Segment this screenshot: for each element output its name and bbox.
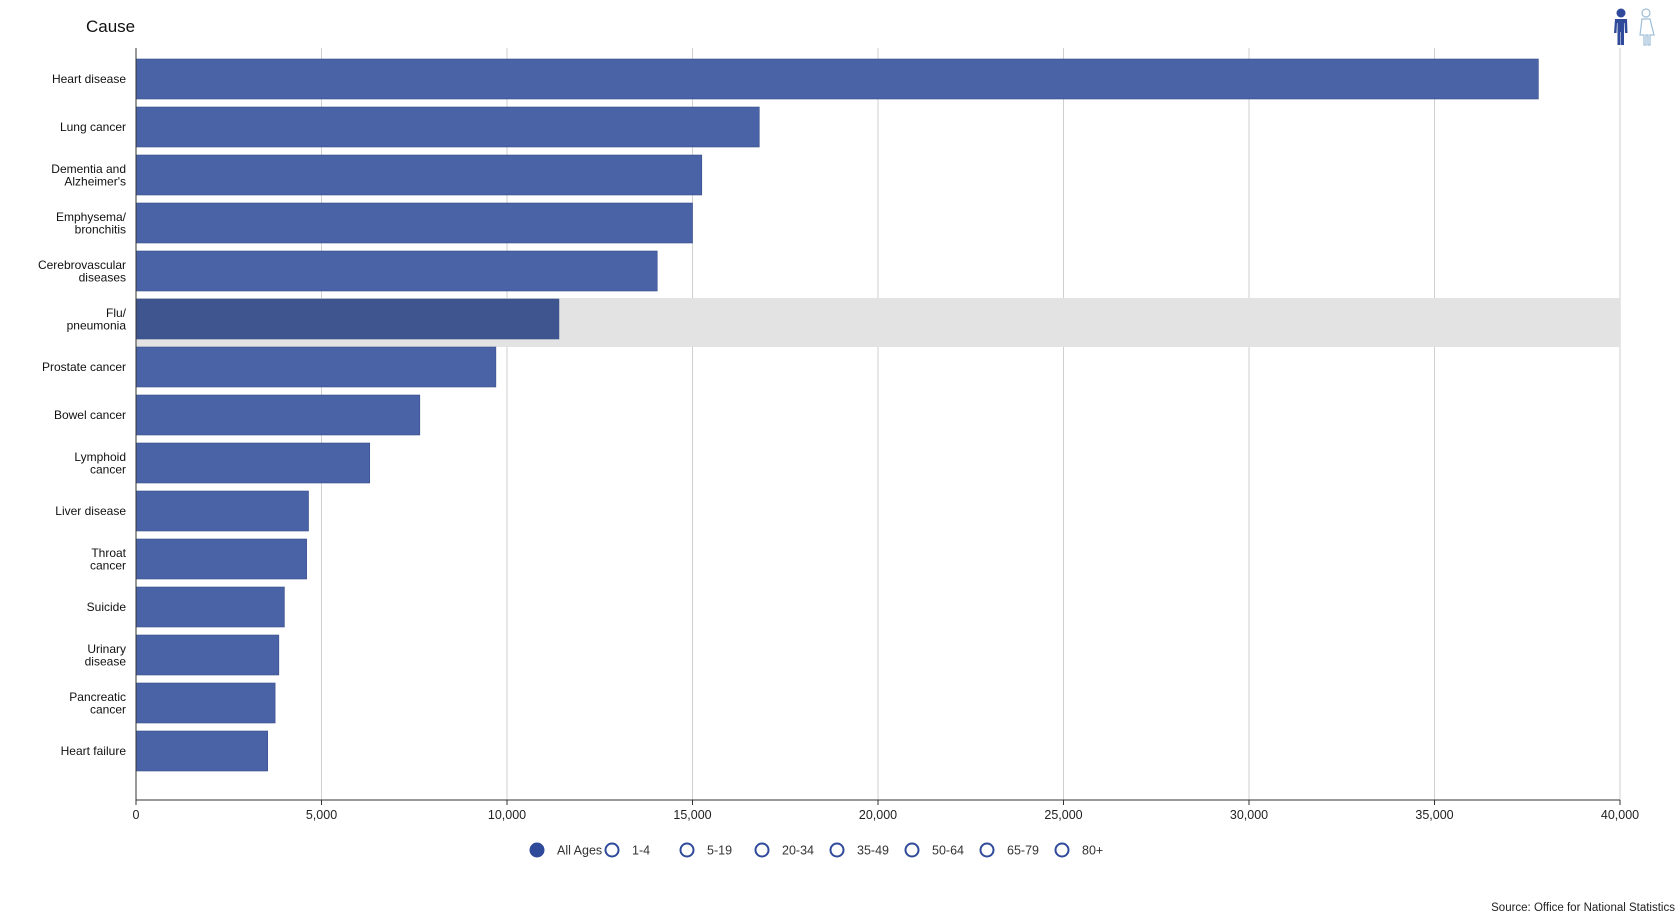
category-label: bronchitis [75, 222, 126, 236]
age-filter-option[interactable]: 5-19 [679, 842, 733, 858]
age-filter-label: 5-19 [707, 844, 732, 858]
age-filter-label: 20-34 [782, 844, 814, 858]
category-label: Lymphoid [74, 450, 126, 464]
age-filter-label: 65-79 [1007, 844, 1039, 858]
category-label: Alzheimer's [64, 174, 126, 188]
bar[interactable] [135, 298, 560, 340]
radio-empty-icon [979, 842, 995, 858]
radio-empty-icon [754, 842, 770, 858]
category-label: Cerebrovascular [38, 258, 126, 272]
bar[interactable] [135, 730, 269, 772]
x-tick-label: 40,000 [1601, 808, 1639, 822]
category-label: Dementia and [51, 162, 126, 176]
age-filter-label: All Ages [557, 844, 602, 858]
category-label: Liver disease [55, 504, 126, 518]
x-tick-label: 0 [133, 808, 140, 822]
bar[interactable] [135, 490, 309, 532]
age-filter-option[interactable]: 20-34 [754, 842, 815, 858]
female-filter-button[interactable] [1639, 8, 1655, 46]
category-label: Throat [91, 546, 126, 560]
bars [135, 58, 1539, 772]
x-tick-label: 10,000 [488, 808, 526, 822]
age-filter-option[interactable]: All Ages [529, 842, 603, 858]
radio-empty-icon [604, 842, 620, 858]
category-label: Heart failure [61, 744, 127, 758]
age-filter-label: 35-49 [857, 844, 889, 858]
x-axis: 0 5,000 10,000 15,000 20,000 25,000 30,000 35,0… [133, 48, 1639, 822]
bar[interactable] [135, 634, 280, 676]
category-label: Emphysema/ [56, 210, 127, 224]
bar[interactable] [135, 682, 276, 724]
radio-empty-icon [829, 842, 845, 858]
plot-area: Heart disease Lung cancer Dementia andAlzh… [38, 48, 1639, 822]
bar[interactable] [135, 394, 421, 436]
source-note: Source: Office for National Statistics [1491, 902, 1675, 914]
category-label: Heart disease [52, 72, 126, 86]
bar[interactable] [135, 346, 497, 388]
male-filter-button[interactable] [1614, 8, 1628, 46]
bar[interactable] [135, 106, 760, 148]
category-label: cancer [90, 702, 126, 716]
age-filter-option[interactable]: 80+ [1054, 842, 1104, 858]
category-label: Pancreatic [69, 690, 126, 704]
category-label: cancer [90, 558, 126, 572]
category-label: Prostate cancer [42, 360, 126, 374]
age-filter-label: 80+ [1082, 844, 1103, 858]
category-label: pneumonia [67, 318, 127, 332]
category-label: Flu/ [106, 306, 127, 320]
category-label: cancer [90, 462, 126, 476]
age-legend: All Ages 1-4 5-19 20-34 35-49 50-64 65-79 80+ [529, 842, 1104, 858]
category-labels: Heart disease Lung cancer Dementia andAlzh… [38, 72, 127, 758]
x-tick-label: 25,000 [1044, 808, 1082, 822]
bar[interactable] [135, 586, 285, 628]
radio-empty-icon [1054, 842, 1070, 858]
age-filter-option[interactable]: 1-4 [604, 842, 651, 858]
bar[interactable] [135, 538, 307, 580]
chart-title: Cause [86, 17, 135, 36]
bar[interactable] [135, 250, 658, 292]
age-filter-option[interactable]: 35-49 [829, 842, 890, 858]
x-tick-label: 35,000 [1415, 808, 1453, 822]
category-label: diseases [79, 270, 126, 284]
x-tick-label: 30,000 [1230, 808, 1268, 822]
bar[interactable] [135, 442, 371, 484]
radio-empty-icon [904, 842, 920, 858]
bar[interactable] [135, 154, 703, 196]
bar[interactable] [135, 202, 693, 244]
bar[interactable] [135, 58, 1539, 100]
x-tick-label: 15,000 [673, 808, 711, 822]
gender-toggle [1614, 8, 1655, 46]
age-filter-label: 50-64 [932, 844, 964, 858]
female-figure-icon [1639, 8, 1655, 46]
radio-empty-icon [679, 842, 695, 858]
age-filter-label: 1-4 [632, 844, 650, 858]
x-tick-label: 5,000 [306, 808, 337, 822]
category-label: Lung cancer [60, 120, 126, 134]
category-label: Suicide [87, 600, 127, 614]
x-tick-label: 20,000 [859, 808, 897, 822]
age-filter-option[interactable]: 65-79 [979, 842, 1040, 858]
age-filter-option[interactable]: 50-64 [904, 842, 965, 858]
category-label: Urinary [87, 642, 126, 656]
category-label: disease [85, 654, 127, 668]
radio-selected-icon [529, 842, 545, 858]
category-label: Bowel cancer [54, 408, 126, 422]
male-figure-icon [1614, 8, 1628, 45]
